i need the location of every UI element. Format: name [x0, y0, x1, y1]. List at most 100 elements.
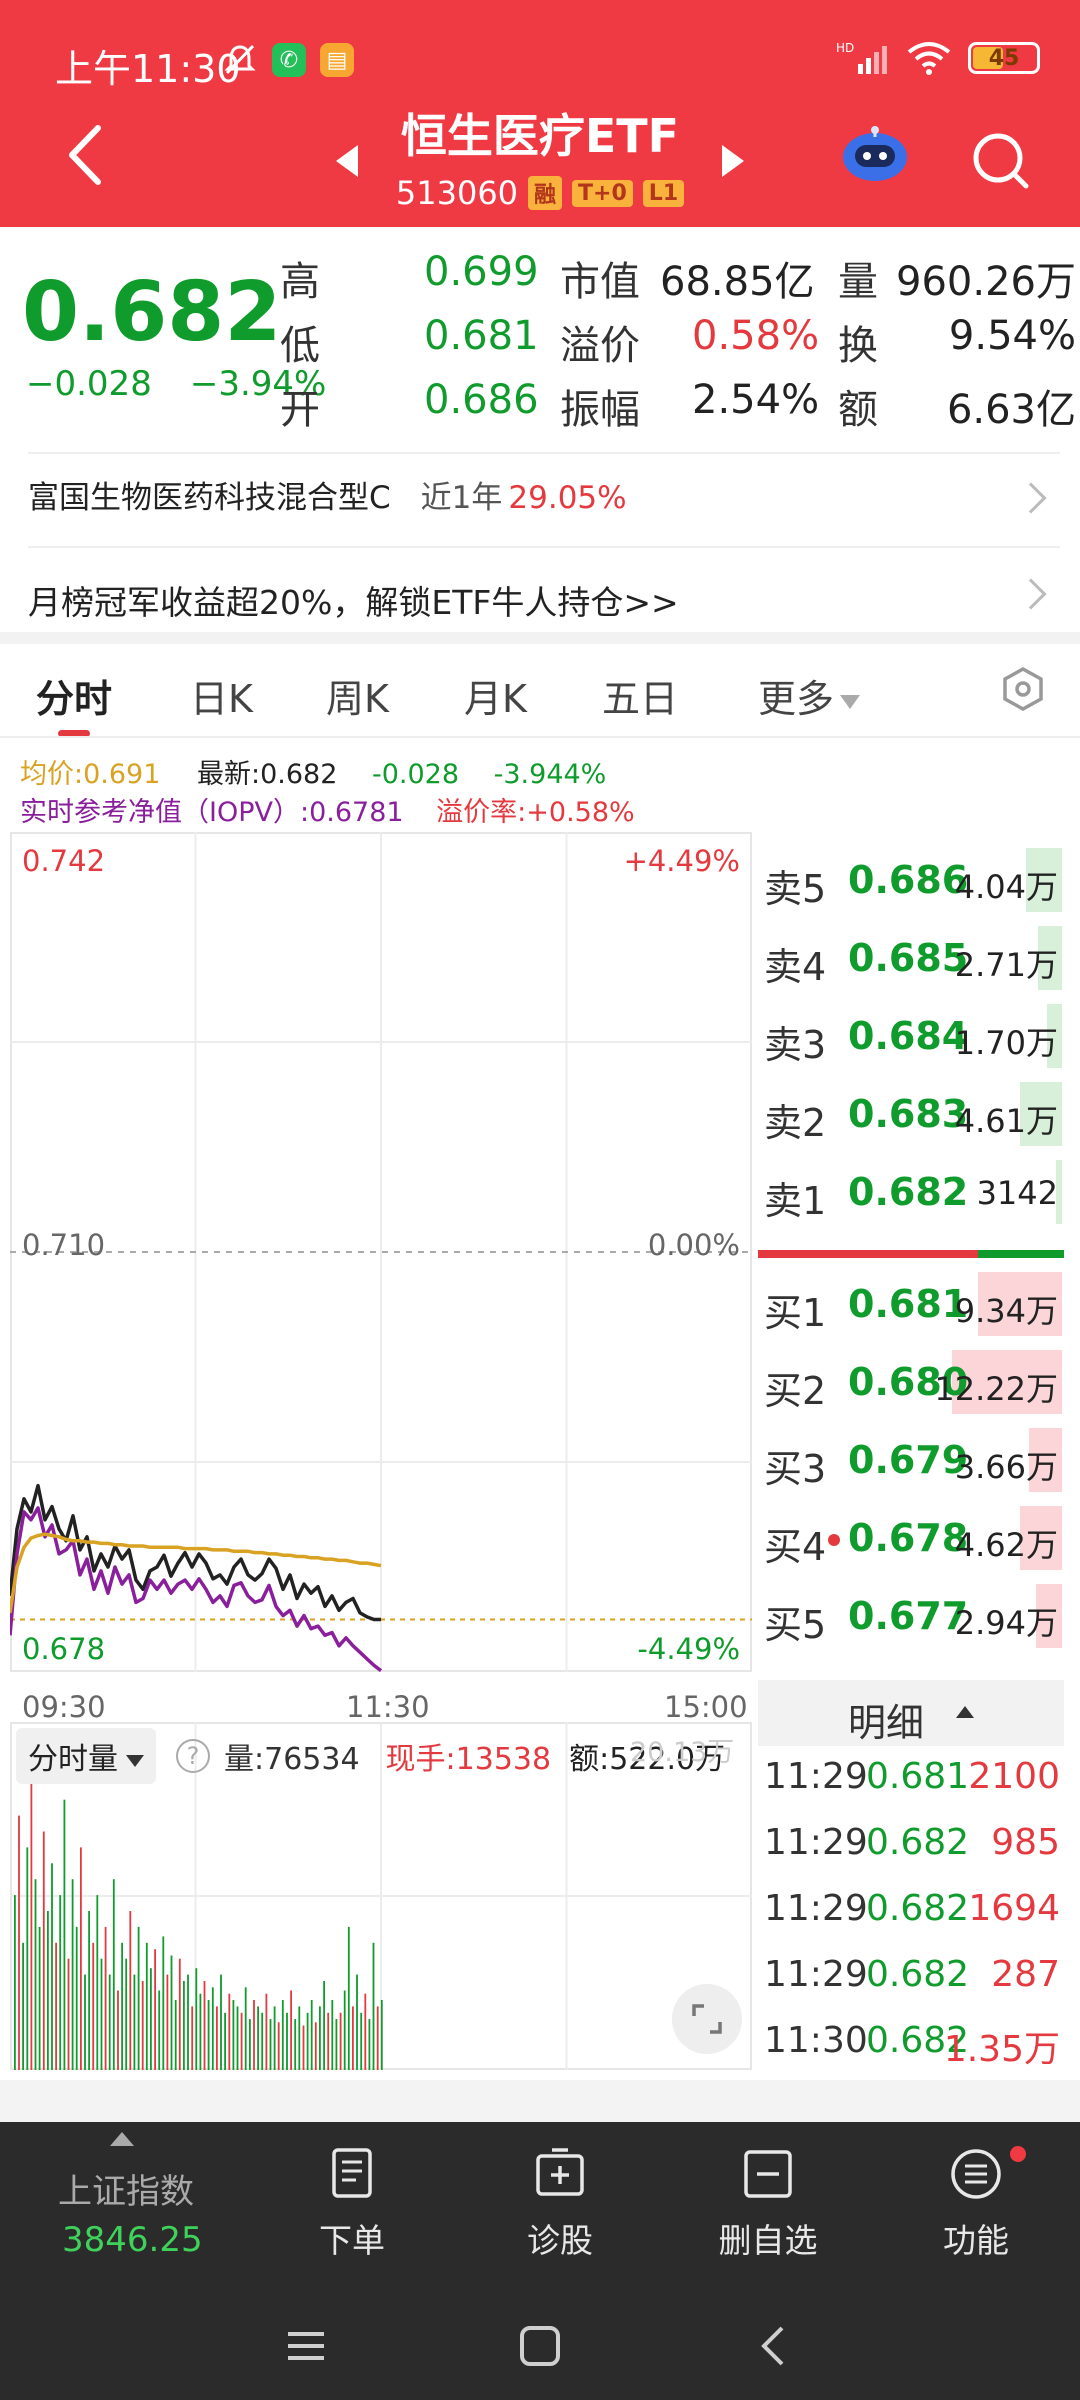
next-stock-button[interactable]: [722, 145, 744, 177]
chevron-down-icon: [126, 1754, 144, 1767]
intraday-chart[interactable]: 0.742 +4.49% 0.710 0.00% 0.678 -4.49%: [10, 832, 752, 1672]
amplitude-value: 2.54%: [692, 377, 820, 423]
ask-row[interactable]: 卖4 0.685 2.71万: [758, 922, 1064, 994]
tab-daily-k[interactable]: 日K: [190, 677, 253, 721]
bid-row[interactable]: 买5 0.677 2.94万: [758, 1580, 1064, 1652]
volume-selector[interactable]: 分时量: [16, 1728, 156, 1784]
volume-bar: [117, 1990, 119, 2070]
ask-price: 0.684: [848, 1014, 969, 1058]
menu-nav-icon[interactable]: [284, 2326, 328, 2366]
bid-price: 0.679: [848, 1438, 969, 1482]
latest-change: -0.028: [372, 759, 460, 790]
volume-bar: [302, 2025, 305, 2070]
volume-bar: [364, 1993, 367, 2070]
volume-bar: [125, 1958, 128, 2070]
system-nav-bar: [0, 2292, 1080, 2400]
ask-label: 卖2: [764, 1101, 827, 1145]
volume-bar: [360, 2012, 363, 2070]
trade-tick-row: 11:29 0.682 287: [762, 1946, 1062, 2010]
tab-weekly-k[interactable]: 周K: [326, 677, 389, 721]
bid-row[interactable]: 买3 0.679 3.66万: [758, 1424, 1064, 1496]
fund-period: 近1年: [420, 480, 503, 516]
volume-bar: [207, 2000, 210, 2070]
volume-bar: [150, 1968, 152, 2070]
bid-vol: 4.62万: [954, 1526, 1058, 1564]
remove-watchlist-button[interactable]: 删自选: [688, 2144, 848, 2262]
margin-tag: 融: [528, 176, 563, 210]
search-icon[interactable]: [968, 128, 1032, 192]
volume-bar: [59, 1895, 62, 2070]
time-start: 09:30: [22, 1690, 106, 1724]
volume-now-hand: 现手:13538: [385, 1742, 552, 1777]
prev-stock-button[interactable]: [336, 145, 358, 177]
volume-max-label: 20.13万: [630, 1737, 735, 1768]
bid-row[interactable]: 买1 0.681 9.34万: [758, 1268, 1064, 1340]
bid-volume-bar: [952, 1350, 1062, 1414]
settings-hexagon-icon[interactable]: [1000, 666, 1046, 712]
volume-chart: [10, 1722, 752, 2070]
tick-vol: 2100: [968, 1756, 1060, 1797]
volume-bar: [298, 2006, 301, 2070]
volume-bar: [183, 1981, 185, 2070]
bid-label: 买5: [764, 1603, 827, 1647]
tab-intraday[interactable]: 分时: [36, 677, 113, 721]
ask-price: 0.685: [848, 936, 969, 980]
tick-time: 11:30: [764, 2020, 868, 2061]
bid-volume-bar: [1029, 1428, 1062, 1492]
order-button[interactable]: 下单: [272, 2144, 432, 2262]
volume-bar: [286, 2012, 288, 2070]
ask-row[interactable]: 卖5 0.686 4.04万: [758, 844, 1064, 916]
help-icon[interactable]: ?: [176, 1739, 210, 1773]
price-change: −0.028: [26, 364, 152, 404]
volume-bar: [372, 1942, 375, 2070]
volume-bar: [380, 2000, 383, 2070]
bid-vol: 3.66万: [954, 1448, 1058, 1486]
ask-row[interactable]: 卖1 0.682 3142: [758, 1156, 1064, 1228]
functions-button[interactable]: 功能: [896, 2144, 1056, 2262]
expand-icon[interactable]: [672, 1984, 742, 2054]
tick-time: 11:29: [764, 1954, 868, 1995]
tab-monthly-k[interactable]: 月K: [464, 677, 527, 721]
promo-banner[interactable]: 月榜冠军收益超20%，解锁ETF牛人持仓>>: [28, 583, 679, 622]
premium-rate-value: +0.58%: [526, 797, 635, 828]
high-value: 0.699: [424, 249, 539, 295]
ask-row[interactable]: 卖2 0.683 4.61万: [758, 1078, 1064, 1150]
volume-bar: [310, 2000, 313, 2070]
volume-bar: [191, 2006, 194, 2070]
stock-title: 恒生医疗ETF 513060 融 T+0 L1: [340, 100, 740, 212]
volume-bar: [170, 1955, 173, 2070]
diagnose-button[interactable]: 诊股: [480, 2144, 640, 2262]
svg-text:HD: HD: [836, 41, 854, 55]
volume-bar: [314, 2022, 317, 2070]
volume-bar: [129, 1911, 132, 2070]
chevron-up-icon: [110, 2132, 134, 2146]
tick-time: 11:29: [764, 1756, 868, 1797]
ask-volume-bar: [1020, 1082, 1062, 1146]
volume-bar: [162, 1936, 165, 2070]
volume-bar: [228, 1993, 231, 2070]
trade-tick-row: 11:30 0.682 1.35万: [762, 2012, 1062, 2076]
volume-bar: [47, 1911, 49, 2070]
ask-row[interactable]: 卖3 0.684 1.70万: [758, 1000, 1064, 1072]
functions-label: 功能: [943, 2221, 1009, 2260]
robot-assistant-icon[interactable]: [840, 125, 910, 185]
bid-vol: 2.94万: [954, 1604, 1058, 1642]
back-nav-icon[interactable]: [752, 2324, 796, 2368]
chart-top-pct: +4.49%: [623, 844, 740, 878]
low-label: 低: [280, 323, 320, 369]
latest-change-pct: -3.944%: [493, 759, 607, 790]
volume-bar: [277, 2022, 280, 2070]
bid-row[interactable]: 买4 0.678 4.62万: [758, 1502, 1064, 1574]
bid-row[interactable]: 买2 0.680 12.22万: [758, 1346, 1064, 1418]
home-nav-icon[interactable]: [518, 2324, 562, 2368]
related-fund-row[interactable]: 富国生物医药科技混合型C 近1年 29.05%: [28, 472, 627, 517]
trade-detail-header[interactable]: 明细: [758, 1680, 1064, 1746]
volume-bar: [240, 2012, 243, 2070]
tab-more[interactable]: 更多: [758, 668, 861, 723]
volume-bar: [55, 1942, 57, 2070]
notification-dot: [1010, 2146, 1026, 2162]
tab-five-day[interactable]: 五日: [602, 677, 679, 721]
back-button[interactable]: [58, 120, 118, 190]
trade-tick-row: 11:29 0.682 985: [762, 1814, 1062, 1878]
quote-panel: 0.682 −0.028 −3.94% 高 0.699 市值 68.85亿 量 …: [0, 227, 1080, 452]
